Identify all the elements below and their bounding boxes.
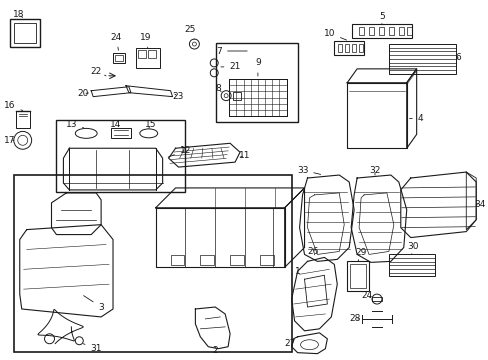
Bar [358, 44, 362, 52]
Text: 16: 16 [4, 101, 22, 111]
Text: 2: 2 [212, 346, 218, 355]
Text: 7: 7 [216, 46, 246, 55]
Bar [349, 264, 366, 288]
Text: 18: 18 [13, 10, 24, 19]
Bar [334, 41, 364, 55]
Text: 33: 33 [296, 166, 320, 175]
Text: 30: 30 [406, 242, 418, 255]
Text: 26: 26 [307, 247, 319, 256]
Bar [351, 44, 355, 52]
Bar [346, 261, 368, 291]
Text: 29: 29 [355, 248, 366, 261]
Text: 12: 12 [168, 146, 191, 157]
Bar [230, 255, 244, 265]
Bar [233, 92, 241, 100]
Bar [398, 27, 403, 35]
Bar [406, 27, 411, 35]
Text: 24: 24 [361, 291, 372, 300]
Bar [111, 129, 131, 138]
Bar [378, 27, 383, 35]
Text: 8: 8 [215, 84, 221, 93]
Text: 28: 28 [349, 314, 360, 323]
Text: 13: 13 [65, 120, 83, 129]
Text: 19: 19 [140, 33, 151, 48]
Text: 10: 10 [323, 29, 346, 40]
Bar [358, 27, 364, 35]
Text: 34: 34 [473, 200, 485, 209]
Bar [16, 111, 30, 129]
Bar [200, 255, 214, 265]
Text: 32: 32 [368, 166, 380, 175]
Bar [10, 19, 40, 47]
Text: 3: 3 [83, 296, 104, 311]
Text: 25: 25 [184, 25, 196, 39]
Text: 23: 23 [172, 92, 184, 101]
Text: 17: 17 [4, 136, 16, 145]
Text: 6: 6 [454, 53, 460, 62]
Bar [14, 175, 291, 352]
Text: 24: 24 [110, 33, 122, 50]
Text: 9: 9 [255, 58, 260, 76]
Bar [388, 27, 393, 35]
Bar [259, 255, 273, 265]
Text: 20: 20 [78, 89, 89, 98]
Bar [351, 24, 411, 38]
Bar [14, 23, 36, 43]
Text: 31: 31 [83, 344, 102, 353]
Bar [388, 255, 434, 276]
Text: 5: 5 [378, 12, 384, 24]
Bar [345, 44, 348, 52]
Bar [147, 50, 155, 58]
Text: 27: 27 [284, 339, 295, 348]
Text: 21: 21 [221, 62, 240, 71]
Bar [338, 44, 342, 52]
Bar [115, 55, 122, 61]
Bar [136, 48, 160, 68]
Bar [388, 44, 455, 74]
Text: 1: 1 [291, 267, 300, 276]
Text: 4: 4 [408, 114, 423, 123]
Bar [138, 50, 145, 58]
Bar [113, 53, 124, 63]
Bar [56, 121, 185, 192]
Bar [216, 43, 297, 122]
Text: 11: 11 [239, 151, 250, 160]
Text: 15: 15 [144, 120, 156, 129]
Bar [170, 255, 184, 265]
Bar [229, 79, 286, 117]
Text: 14: 14 [110, 120, 122, 129]
Bar [368, 27, 373, 35]
Text: 22: 22 [90, 67, 106, 76]
Bar [229, 79, 286, 117]
